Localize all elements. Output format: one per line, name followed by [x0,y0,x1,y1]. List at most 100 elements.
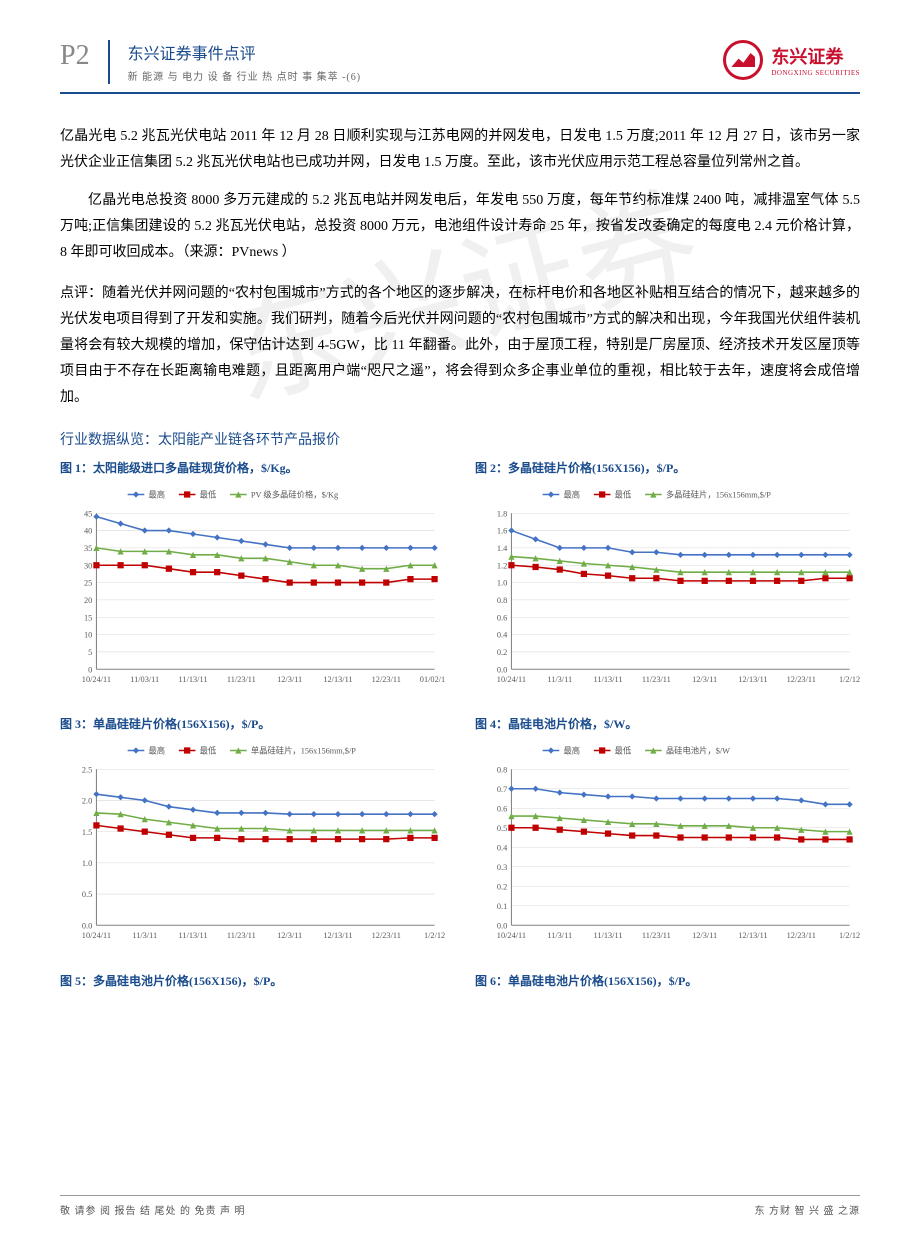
chart-title: 图 1：太阳能级进口多晶硅现货价格，$/Kg。 [60,459,445,476]
svg-text:0: 0 [88,665,92,674]
svg-text:最低: 最低 [200,746,217,756]
svg-text:11/23/11: 11/23/11 [642,675,671,684]
svg-text:11/3/11: 11/3/11 [132,931,157,940]
chart-block-5: 图 5：多晶硅电池片价格(156X156)，$/P。 [60,972,445,995]
section-title: 行业数据纵览：太阳能产业链各环节产品报价 [60,429,860,449]
svg-text:11/03/11: 11/03/11 [130,675,159,684]
svg-text:0.1: 0.1 [497,902,507,911]
svg-text:11/3/11: 11/3/11 [547,931,572,940]
chart-title: 图 6：单晶硅电池片价格(156X156)，$/P。 [475,972,860,989]
svg-text:25: 25 [84,579,92,588]
svg-text:1/2/12: 1/2/12 [839,675,860,684]
svg-text:12/13/11: 12/13/11 [738,675,767,684]
svg-text:1.4: 1.4 [497,544,508,553]
svg-text:12/13/11: 12/13/11 [738,931,767,940]
svg-text:0.5: 0.5 [497,824,507,833]
svg-text:0.5: 0.5 [82,891,92,900]
svg-text:0.4: 0.4 [497,631,508,640]
svg-text:10: 10 [84,631,92,640]
svg-text:1.6: 1.6 [497,527,507,536]
svg-text:11/3/11: 11/3/11 [547,675,572,684]
svg-text:10/24/11: 10/24/11 [82,931,111,940]
header-divider [108,40,110,84]
svg-text:45: 45 [84,509,92,518]
svg-text:0.0: 0.0 [497,665,507,674]
svg-text:12/3/11: 12/3/11 [692,675,717,684]
svg-text:最高: 最高 [563,746,580,756]
svg-text:12/13/11: 12/13/11 [323,931,352,940]
svg-text:0.2: 0.2 [497,883,507,892]
paragraph-3: 点评：随着光伏并网问题的“农村包围城市”方式的各个地区的逐步解决，在标杆电价和各… [60,281,860,410]
chart-block-4: 图 4：晶硅电池片价格，$/W。 0.0 0.1 0.2 0.3 0.4 0.5 0.6 0.7… [475,715,860,962]
logo-text-en: DONGXING SECURITIES [771,69,860,77]
line-chart: 0.00.51.01.52.02.510/24/1111/3/1111/13/1… [60,738,445,957]
svg-text:15: 15 [84,613,92,622]
svg-text:12/3/11: 12/3/11 [692,931,717,940]
svg-text:0.6: 0.6 [497,805,507,814]
svg-text:10/24/11: 10/24/11 [497,675,526,684]
page-number: P2 [60,40,90,72]
svg-text:2.5: 2.5 [82,766,92,775]
svg-text:0.3: 0.3 [497,863,507,872]
svg-text:最高: 最高 [148,746,165,756]
svg-text:11/13/11: 11/13/11 [179,931,208,940]
svg-text:1/2/12: 1/2/12 [424,931,445,940]
chart-title: 图 4：晶硅电池片价格，$/W。 [475,715,860,732]
svg-text:10/24/11: 10/24/11 [82,675,111,684]
svg-text:11/13/11: 11/13/11 [594,675,623,684]
svg-text:0.6: 0.6 [497,613,507,622]
svg-text:11/23/11: 11/23/11 [227,931,256,940]
svg-text:0.8: 0.8 [497,596,507,605]
svg-text:晶硅电池片，$/W: 晶硅电池片，$/W [666,746,730,756]
chart-block-6: 图 6：单晶硅电池片价格(156X156)，$/P。 [475,972,860,995]
svg-text:12/23/11: 12/23/11 [787,675,816,684]
svg-text:0.2: 0.2 [497,648,507,657]
svg-text:12/3/11: 12/3/11 [277,675,302,684]
svg-text:最高: 最高 [563,490,580,500]
svg-text:12/3/11: 12/3/11 [277,931,302,940]
svg-text:1.0: 1.0 [497,579,507,588]
logo-text-cn: 东兴证券 [771,43,860,69]
svg-text:12/23/11: 12/23/11 [787,931,816,940]
page-footer: 敬 请参 阅 报告 结 尾处 的 免责 声 明 东 方财 智 兴 盛 之源 [60,1195,860,1217]
chart-block-1: 图 1：太阳能级进口多晶硅现货价格，$/Kg。05101520253035404… [60,459,445,706]
line-chart: 0.0 0.1 0.2 0.3 0.4 0.5 0.6 0.7 0.8 10/24/11 11/3/… [475,738,860,957]
company-logo: 东兴证券 DONGXING SECURITIES [723,40,860,80]
svg-text:2.0: 2.0 [82,797,92,806]
logo-icon [723,40,763,80]
line-chart: 05101520253035404510/24/1111/03/1111/13/… [60,482,445,701]
paragraph-2: 亿晶光电总投资 8000 多万元建成的 5.2 兆瓦电站并网发电后，年发电 55… [60,188,860,266]
svg-text:0.0: 0.0 [497,922,507,931]
svg-text:多晶硅硅片，156x156mm,$/P: 多晶硅硅片，156x156mm,$/P [666,490,771,500]
svg-text:1.8: 1.8 [497,509,507,518]
header-subtitle: 新 能源 与 电力 设 备 行业 热 点时 事 集萃 -(6) [128,68,362,83]
svg-text:10/24/11: 10/24/11 [497,931,526,940]
svg-text:0.7: 0.7 [497,785,507,794]
svg-text:1.0: 1.0 [82,859,92,868]
svg-text:PV 级多晶硅价格，$/Kg: PV 级多晶硅价格，$/Kg [251,490,338,500]
svg-text:11/23/11: 11/23/11 [642,931,671,940]
svg-text:0.4: 0.4 [497,844,508,853]
chart-title: 图 5：多晶硅电池片价格(156X156)，$/P。 [60,972,445,989]
svg-text:11/23/11: 11/23/11 [227,675,256,684]
svg-text:35: 35 [84,544,92,553]
svg-text:最低: 最低 [615,746,632,756]
chart-block-3: 图 3：单晶硅硅片价格(156X156)，$/P。0.00.51.01.52.0… [60,715,445,962]
svg-text:12/23/11: 12/23/11 [372,931,401,940]
page-header: P2 东兴证券事件点评 新 能源 与 电力 设 备 行业 热 点时 事 集萃 -… [60,40,860,94]
chart-block-2: 图 2：多晶硅硅片价格(156X156)，$/P。0.00.20.40.60.8… [475,459,860,706]
svg-text:12/23/11: 12/23/11 [372,675,401,684]
svg-text:20: 20 [84,596,92,605]
svg-text:最低: 最低 [615,490,632,500]
charts-grid: 图 1：太阳能级进口多晶硅现货价格，$/Kg。05101520253035404… [60,459,860,995]
line-chart: 0.00.20.40.60.81.01.21.41.61.810/24/1111… [475,482,860,701]
footer-tagline: 东 方财 智 兴 盛 之源 [755,1202,861,1217]
svg-text:11/13/11: 11/13/11 [179,675,208,684]
svg-text:12/13/11: 12/13/11 [323,675,352,684]
svg-text:0.8: 0.8 [497,766,507,775]
svg-text:40: 40 [84,527,92,536]
svg-text:1/2/12: 1/2/12 [839,931,860,940]
header-title: 东兴证券事件点评 [128,40,362,64]
svg-text:最低: 最低 [200,490,217,500]
svg-text:0.0: 0.0 [82,922,92,931]
